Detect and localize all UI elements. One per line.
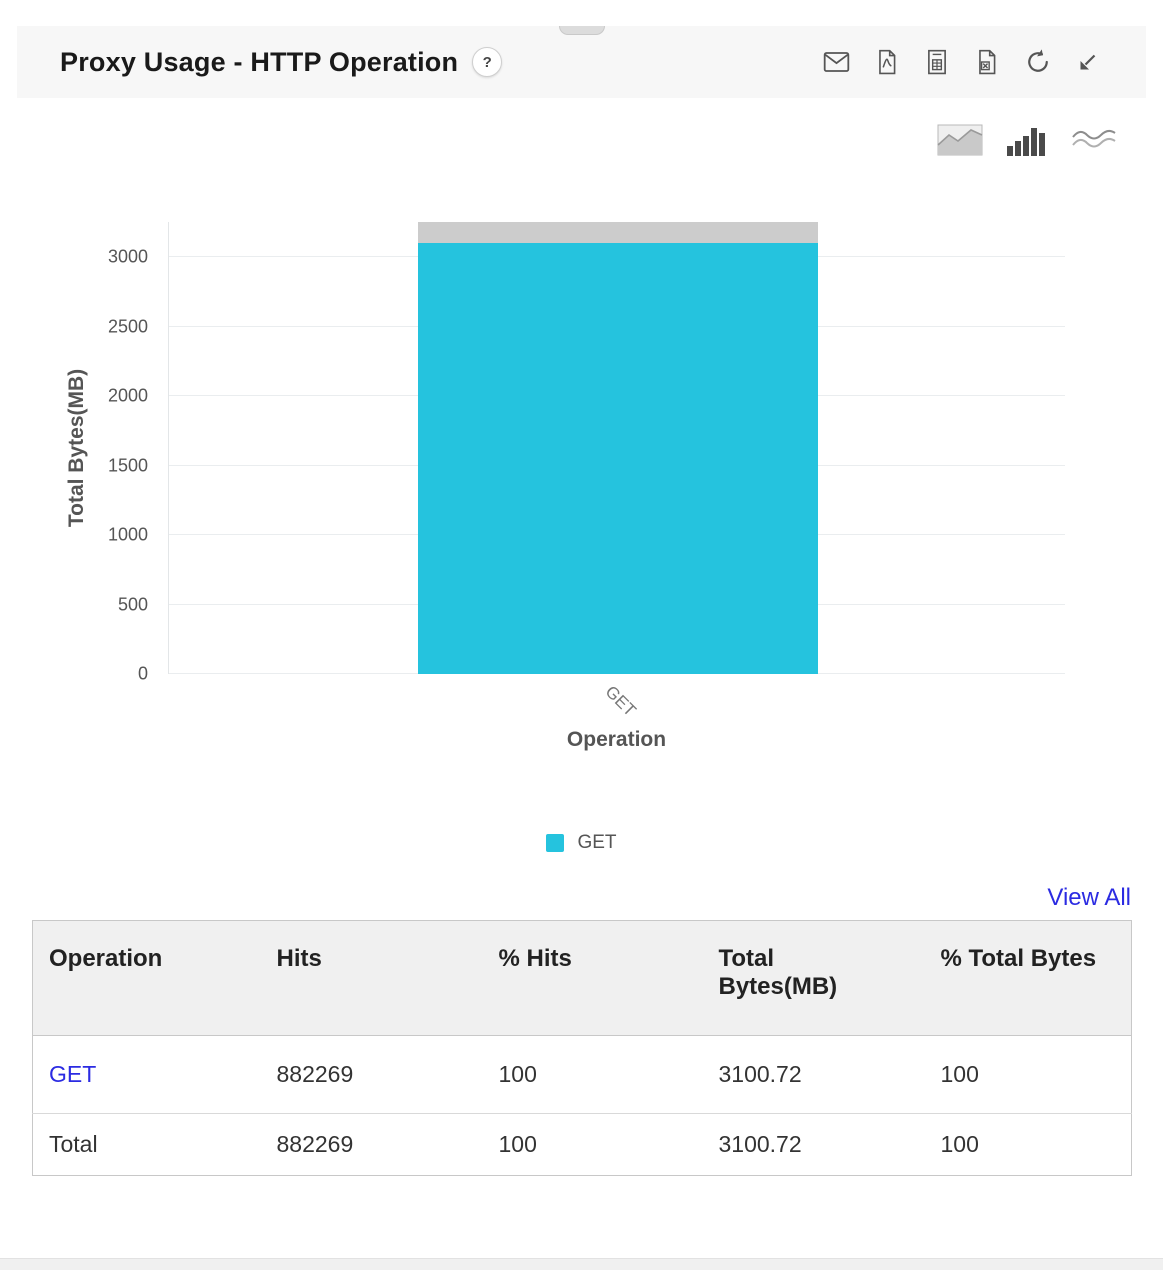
- cell-hits: 882269: [260, 1113, 483, 1176]
- line-chart-icon[interactable]: [1071, 124, 1117, 156]
- cell-hits-pct: 100: [482, 1113, 703, 1176]
- xtick-label-get: GET: [601, 682, 640, 721]
- ytick-label: 1000: [107, 524, 148, 545]
- cell-total-bytes: 3100.72: [702, 1113, 925, 1176]
- ytick-label: 2000: [107, 385, 148, 406]
- ytick-label: 3000: [107, 246, 148, 267]
- data-table: Operation Hits % Hits Total Bytes(MB) % …: [32, 920, 1132, 1176]
- table-row-get: GET 882269 100 3100.72 100: [32, 1035, 1132, 1114]
- bottom-bar: [0, 1258, 1163, 1270]
- help-icon[interactable]: ?: [472, 47, 503, 77]
- csv-icon[interactable]: [924, 49, 950, 75]
- legend-swatch: [546, 834, 565, 852]
- area-chart-icon[interactable]: [937, 124, 983, 156]
- cell-total-bytes-pct: 100: [924, 1035, 1132, 1114]
- cell-operation: Total: [32, 1113, 261, 1176]
- bar-cap: [418, 222, 818, 244]
- cell-total-bytes: 3100.72: [702, 1035, 925, 1114]
- ytick-label: 1500: [107, 455, 148, 476]
- col-total-bytes: Total Bytes(MB): [702, 920, 925, 1036]
- resize-icon[interactable]: [1076, 50, 1100, 74]
- ytick-label: 500: [117, 594, 148, 615]
- col-hits-pct: % Hits: [482, 920, 703, 1036]
- bar-chart-icon[interactable]: [1005, 124, 1049, 156]
- view-all-link[interactable]: View All: [1047, 884, 1131, 911]
- collapse-handle[interactable]: [558, 26, 605, 35]
- view-all-row: View All: [32, 884, 1131, 912]
- table-row-total: Total 882269 100 3100.72 100: [32, 1113, 1132, 1176]
- cell-hits-pct: 100: [482, 1035, 703, 1114]
- ytick-labels: 0 500 1000 1500 2000 2500 3000: [0, 222, 158, 684]
- header-icons: [823, 48, 1100, 76]
- ytick-label: 0: [137, 663, 148, 684]
- x-axis-title: Operation: [566, 728, 667, 751]
- cell-total-bytes-pct: 100: [924, 1113, 1132, 1176]
- chart-legend: GET: [0, 832, 1163, 854]
- ytick-label: 2500: [107, 316, 148, 337]
- bar-chart: Total Bytes(MB) 0 500 1000 1500 2000 2500 3000…: [0, 156, 1163, 796]
- legend-label: GET: [577, 832, 617, 853]
- title-wrap: Proxy Usage - HTTP Operation ?: [60, 46, 503, 78]
- cell-hits: 882269: [260, 1035, 483, 1114]
- chart-type-toolbar: [46, 124, 1117, 156]
- widget-header: Proxy Usage - HTTP Operation ?: [17, 26, 1146, 98]
- get-link[interactable]: GET: [49, 1061, 97, 1087]
- cell-operation: GET: [32, 1035, 261, 1114]
- chart-bar-get[interactable]: [418, 222, 818, 674]
- pdf-icon[interactable]: [874, 49, 900, 75]
- table-header-row: Operation Hits % Hits Total Bytes(MB) % …: [32, 920, 1132, 1036]
- page-title: Proxy Usage - HTTP Operation: [60, 46, 459, 77]
- excel-icon[interactable]: [974, 49, 1000, 75]
- col-hits: Hits: [260, 920, 483, 1036]
- col-total-bytes-pct: % Total Bytes: [924, 920, 1132, 1036]
- bar-fill: [418, 243, 818, 674]
- legend-item-get[interactable]: GET: [546, 832, 617, 854]
- col-total-bytes-label: Total Bytes(MB): [718, 945, 838, 1000]
- refresh-icon[interactable]: [1024, 48, 1052, 76]
- plot-area: GET: [168, 222, 1065, 720]
- col-operation: Operation: [32, 920, 261, 1036]
- email-icon[interactable]: [823, 50, 850, 74]
